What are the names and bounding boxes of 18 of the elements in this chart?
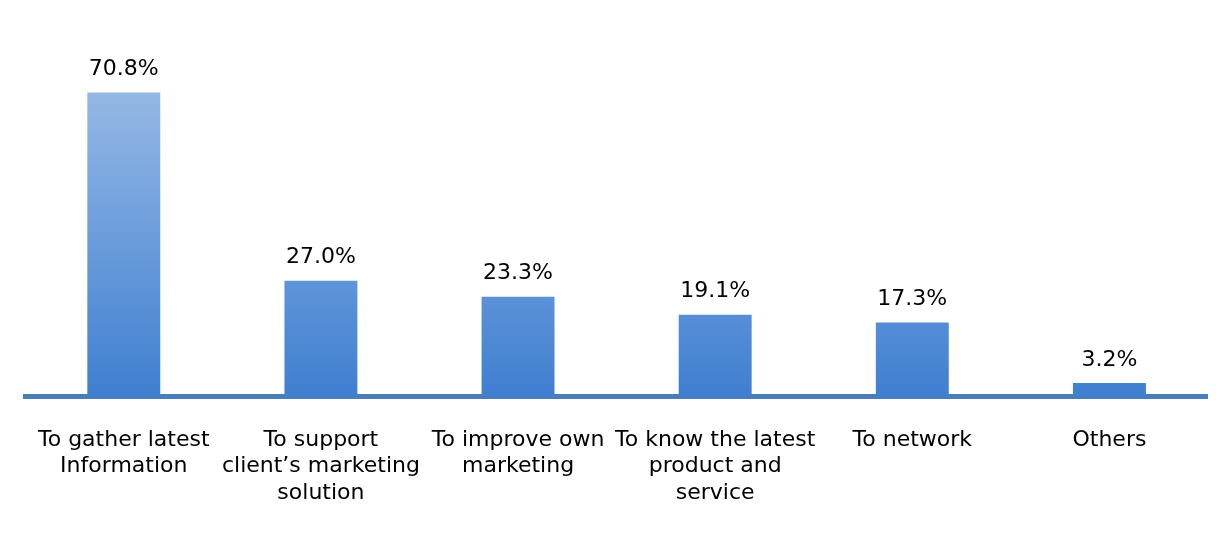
x-tick-label: To support client’s marketing solution — [221, 425, 420, 504]
data-label: 3.2% — [1081, 345, 1138, 371]
data-label: 70.8% — [88, 55, 159, 81]
bar — [875, 322, 949, 397]
bar — [678, 314, 752, 397]
data-label: 27.0% — [285, 243, 356, 269]
bar — [87, 92, 161, 397]
data-label: 19.1% — [680, 277, 751, 303]
x-tick-label: To know the latest product and service — [614, 425, 816, 504]
bar — [481, 296, 555, 397]
data-label: 23.3% — [483, 259, 553, 285]
x-tick-label: To network — [851, 425, 973, 451]
x-tick-label: To gather latest Information — [37, 425, 210, 478]
x-tick-label: To improve own marketing — [430, 425, 605, 478]
bar — [1072, 383, 1146, 397]
data-label: 17.3% — [877, 285, 948, 311]
x-tick-label: Others — [1072, 425, 1147, 451]
bar — [284, 280, 358, 397]
